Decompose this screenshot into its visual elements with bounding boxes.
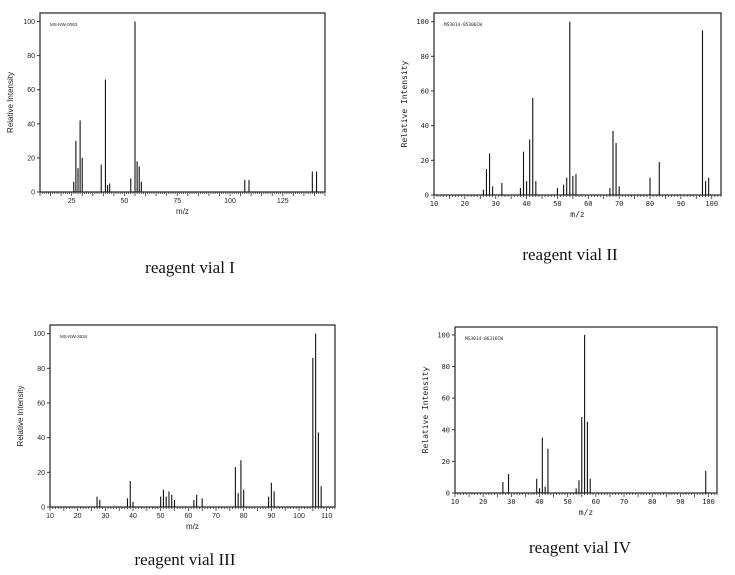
x-tick-label: 80 bbox=[648, 498, 656, 506]
plot-frame bbox=[433, 12, 722, 196]
caption-vial-1: reagent vial I bbox=[145, 258, 235, 277]
x-axis-label: m/z bbox=[186, 522, 199, 531]
y-tick-label: 80 bbox=[442, 363, 450, 371]
x-tick-label: 90 bbox=[267, 513, 275, 520]
caption-vial-4: reagent vial IV bbox=[529, 538, 631, 557]
x-tick-label: 10 bbox=[46, 513, 54, 520]
plot-frame bbox=[39, 12, 326, 193]
spectrum-id-label: MS3014-05306CW bbox=[444, 22, 482, 28]
y-tick-label: 60 bbox=[442, 395, 450, 403]
y-tick-label: 100 bbox=[437, 331, 450, 339]
x-tick-label: 40 bbox=[129, 513, 137, 520]
x-tick-label: 50 bbox=[563, 498, 571, 506]
y-tick-label: 100 bbox=[23, 19, 35, 26]
x-tick-label: 100 bbox=[705, 200, 718, 208]
y-tick-label: 100 bbox=[416, 18, 429, 26]
y-tick-label: 60 bbox=[37, 401, 45, 408]
spectrum-id-label: MS-NW-3634 bbox=[60, 334, 88, 339]
y-tick-label: 20 bbox=[421, 157, 429, 165]
x-tick-label: 40 bbox=[522, 200, 530, 208]
y-axis-label: Relative Intensity bbox=[6, 72, 15, 133]
x-tick-label: 60 bbox=[584, 200, 592, 208]
x-tick-label: 10 bbox=[430, 200, 438, 208]
caption-vial-2: reagent vial II bbox=[522, 245, 618, 264]
y-tick-label: 80 bbox=[37, 366, 45, 373]
y-tick-label: 0 bbox=[425, 192, 429, 200]
y-axis-label: Relative Intensity bbox=[421, 366, 430, 453]
x-tick-label: 90 bbox=[677, 200, 685, 208]
y-tick-label: 40 bbox=[442, 426, 450, 434]
x-tick-label: 30 bbox=[507, 498, 515, 506]
x-tick-label: 110 bbox=[321, 513, 332, 520]
x-tick-label: 90 bbox=[676, 498, 684, 506]
x-tick-label: 100 bbox=[224, 198, 236, 205]
x-tick-label: 70 bbox=[620, 498, 628, 506]
y-tick-label: 0 bbox=[446, 490, 450, 498]
x-axis-label: m/z bbox=[579, 508, 594, 517]
y-tick-label: 40 bbox=[421, 122, 429, 130]
y-tick-label: 20 bbox=[27, 155, 35, 162]
x-tick-label: 50 bbox=[553, 200, 561, 208]
y-tick-label: 80 bbox=[421, 53, 429, 61]
x-tick-label: 20 bbox=[479, 498, 487, 506]
spectrum-id-label: MS3014-06316CW bbox=[465, 336, 503, 342]
x-tick-label: 100 bbox=[293, 513, 305, 520]
caption-vial-3: reagent vial III bbox=[134, 550, 236, 569]
y-tick-label: 60 bbox=[421, 88, 429, 96]
y-axis-label: Relative Intensity bbox=[16, 386, 25, 447]
y-tick-label: 40 bbox=[27, 121, 35, 128]
y-tick-label: 20 bbox=[37, 470, 45, 477]
x-tick-label: 70 bbox=[212, 513, 220, 520]
x-tick-label: 60 bbox=[592, 498, 600, 506]
x-tick-label: 25 bbox=[68, 198, 76, 205]
y-tick-label: 60 bbox=[27, 87, 35, 94]
x-tick-label: 100 bbox=[702, 498, 715, 506]
y-tick-label: 40 bbox=[37, 435, 45, 442]
y-tick-label: 0 bbox=[31, 190, 35, 197]
x-tick-label: 30 bbox=[101, 513, 109, 520]
x-tick-label: 20 bbox=[461, 200, 469, 208]
x-tick-label: 50 bbox=[121, 198, 129, 205]
x-tick-label: 80 bbox=[646, 200, 654, 208]
plot-frame bbox=[454, 326, 718, 494]
x-tick-label: 10 bbox=[451, 498, 459, 506]
y-tick-label: 0 bbox=[41, 505, 45, 512]
x-tick-label: 70 bbox=[615, 200, 623, 208]
x-tick-label: 30 bbox=[492, 200, 500, 208]
spectrum-id-label: MS-NW-0063 bbox=[50, 22, 78, 27]
x-axis-label: m/z bbox=[176, 207, 189, 216]
y-axis-label: Relative Intensity bbox=[400, 60, 409, 147]
x-axis-label: m/z bbox=[570, 210, 585, 219]
x-tick-label: 60 bbox=[184, 513, 192, 520]
x-tick-label: 125 bbox=[277, 198, 289, 205]
x-tick-label: 80 bbox=[240, 513, 248, 520]
y-tick-label: 20 bbox=[442, 458, 450, 466]
x-tick-label: 75 bbox=[173, 198, 181, 205]
x-tick-label: 20 bbox=[74, 513, 82, 520]
x-tick-label: 50 bbox=[157, 513, 165, 520]
y-tick-label: 80 bbox=[27, 53, 35, 60]
x-tick-label: 40 bbox=[535, 498, 543, 506]
y-tick-label: 100 bbox=[33, 331, 45, 338]
plot-frame bbox=[49, 324, 336, 508]
